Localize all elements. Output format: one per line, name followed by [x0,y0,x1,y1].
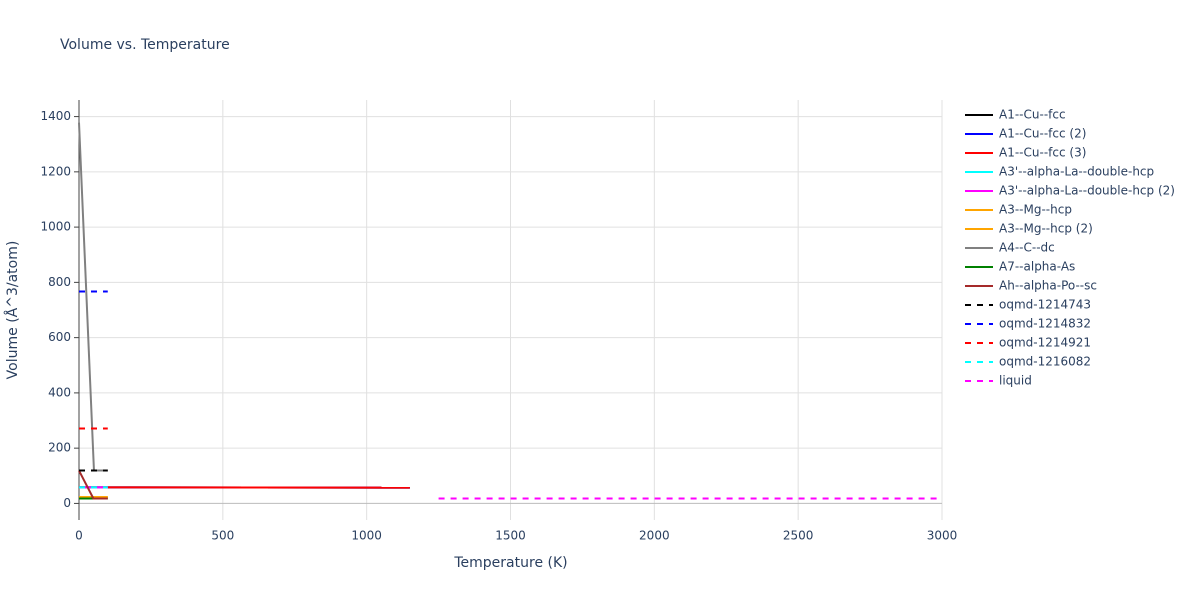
legend-label: oqmd-1214921 [999,336,1091,350]
chart-title: Volume vs. Temperature [60,37,230,53]
legend-label: A3--Mg--hcp (2) [999,222,1093,236]
y-tick-label: 800 [48,275,71,289]
y-tick-label: 200 [48,441,71,455]
legend-label: A4--C--dc [999,241,1055,255]
x-tick-label: 1000 [351,529,382,543]
x-axis-title: Temperature (K) [453,555,567,571]
legend-label: A3'--alpha-La--double-hcp [999,165,1154,179]
legend-label: A1--Cu--fcc (2) [999,127,1086,141]
x-tick-label: 3000 [927,529,958,543]
y-tick-label: 600 [48,330,71,344]
x-tick-label: 2500 [783,529,814,543]
x-tick-label: 1500 [495,529,526,543]
x-tick-label: 500 [211,529,234,543]
series-line [78,122,108,472]
y-tick-label: 400 [48,385,71,399]
legend-label: oqmd-1216082 [999,355,1091,369]
legend-label: oqmd-1214832 [999,317,1091,331]
y-axis-title: Volume (Å^3/atom) [4,241,21,380]
y-tick-label: 0 [63,496,71,510]
y-tick-label: 1200 [40,164,71,178]
x-tick-label: 2000 [639,529,670,543]
legend-label: A1--Cu--fcc (3) [999,146,1086,160]
legend-label: oqmd-1214743 [999,298,1091,312]
series-line [78,470,108,500]
legend-label: A3--Mg--hcp [999,203,1072,217]
legend-label: Ah--alpha-Po--sc [999,279,1097,293]
legend-label: liquid [999,374,1032,388]
y-tick-label: 1000 [40,220,71,234]
legend-label: A3'--alpha-La--double-hcp (2) [999,184,1175,198]
legend-label: A1--Cu--fcc [999,108,1066,122]
x-tick-label: 0 [75,529,83,543]
legend-label: A7--alpha-As [999,260,1075,274]
y-tick-label: 1400 [40,109,71,123]
